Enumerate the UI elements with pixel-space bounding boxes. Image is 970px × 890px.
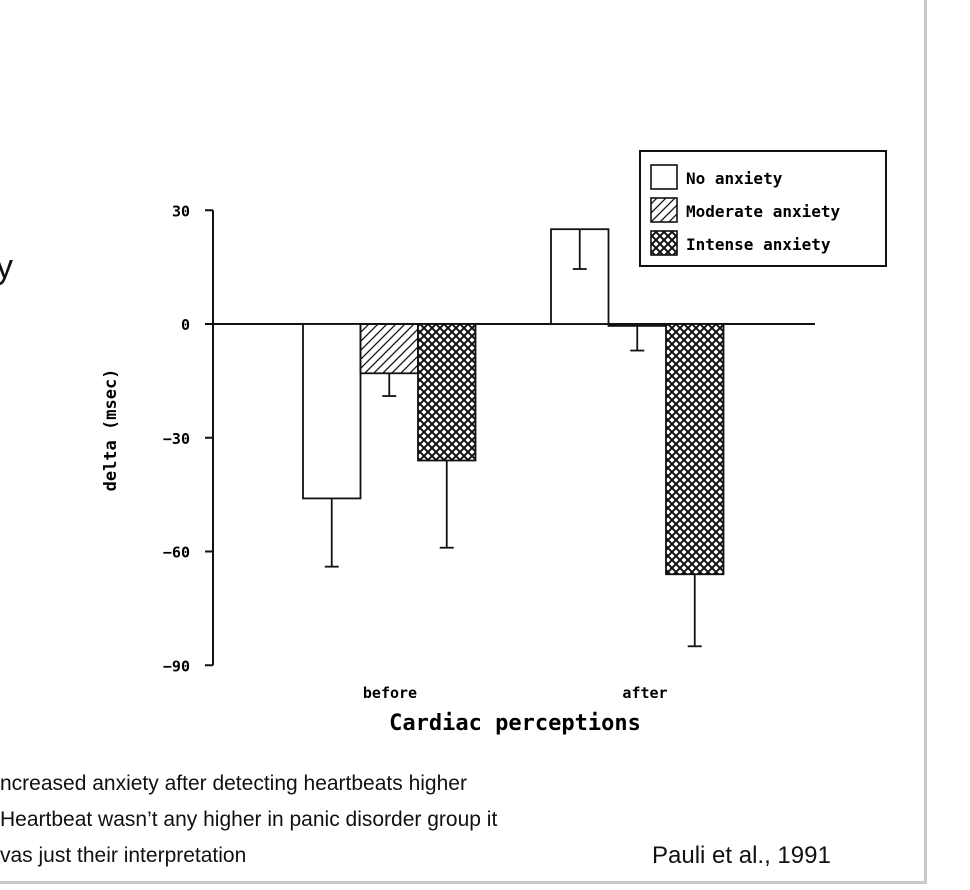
y-axis-label: delta (msec) bbox=[101, 369, 121, 492]
slide-frame-right bbox=[924, 0, 927, 884]
y-tick-label: −90 bbox=[163, 657, 190, 675]
slide-title-fragment: y bbox=[0, 248, 13, 286]
y-tick-label: 30 bbox=[172, 202, 190, 220]
y-tick-label: 0 bbox=[181, 316, 190, 334]
bar-no-anxiety-before bbox=[302, 323, 362, 500]
citation: Pauli et al., 1991 bbox=[652, 842, 831, 869]
y-tick-label: −30 bbox=[163, 430, 190, 448]
bullet-line-1: ncreased anxiety after detecting heartbe… bbox=[0, 772, 467, 795]
legend-entry: No anxiety bbox=[686, 169, 783, 188]
x-category-label: before bbox=[363, 684, 417, 702]
bar-moderate-anxiety-before bbox=[359, 323, 419, 375]
slide-frame-bottom bbox=[0, 881, 927, 884]
bar-moderate-anxiety-after bbox=[607, 323, 667, 327]
x-axis-label: Cardiac perceptions bbox=[389, 711, 641, 736]
bar-intense-anxiety-before bbox=[417, 323, 477, 462]
y-tick-label: −60 bbox=[163, 544, 190, 562]
x-category-label: after bbox=[622, 684, 667, 702]
legend-swatch bbox=[650, 230, 678, 256]
legend-box bbox=[639, 150, 887, 267]
legend-swatch bbox=[650, 164, 678, 190]
legend-entry: Moderate anxiety bbox=[686, 202, 840, 221]
bar-intense-anxiety-after bbox=[665, 323, 725, 576]
legend-entry: Intense anxiety bbox=[686, 235, 831, 254]
legend-swatch bbox=[650, 197, 678, 223]
bullet-line-2: Heartbeat wasn’t any higher in panic dis… bbox=[0, 808, 498, 831]
bullet-line-3: vas just their interpretation bbox=[0, 844, 247, 867]
